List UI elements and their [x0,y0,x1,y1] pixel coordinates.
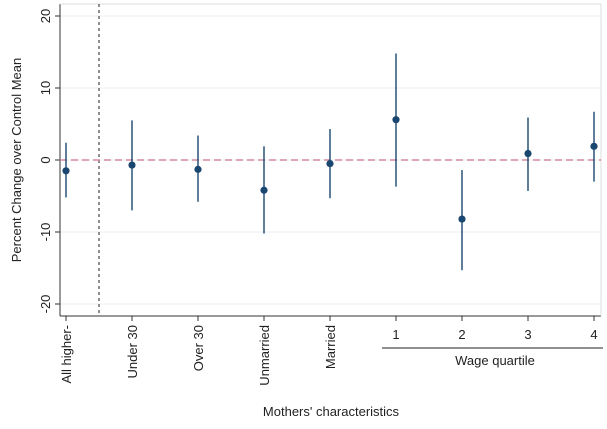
x-axis: All higher- Under 30 Over 30 Unmarried Marri… [59,316,603,386]
y-axis-title: Percent Change over Control Mean [9,58,24,263]
y-tick-label: 20 [38,9,53,23]
x-tick-label: Over 30 [191,325,206,371]
x-axis-title: Mothers' characteristics [263,404,400,419]
x-tick-label: Unmarried [257,325,272,386]
data-marks [62,53,598,271]
x-tick-label: All higher- [59,325,74,384]
point-estimate [128,161,136,169]
point-estimate [590,142,598,150]
point-estimate [392,116,400,124]
x-tick-label: Under 30 [125,325,140,378]
point-estimate [326,160,334,168]
y-tick-label: -10 [38,223,53,242]
y-tick-label: 0 [38,156,53,163]
x-tick-label: 4 [590,327,597,342]
x-tick-label: 2 [458,327,465,342]
x-tick-label: Married [323,325,338,369]
point-estimate [194,165,202,173]
x-tick-label: 3 [524,327,531,342]
y-tick-label: -20 [38,295,53,314]
point-estimate [62,167,70,175]
point-estimate [260,186,268,194]
y-tick-label: 10 [38,81,53,95]
x-tick-label: 1 [392,327,399,342]
point-estimate [458,215,466,223]
point-estimate [524,149,532,158]
group-label: Wage quartile [455,353,535,368]
y-axis: -20 -10 0 10 20 [38,9,60,314]
